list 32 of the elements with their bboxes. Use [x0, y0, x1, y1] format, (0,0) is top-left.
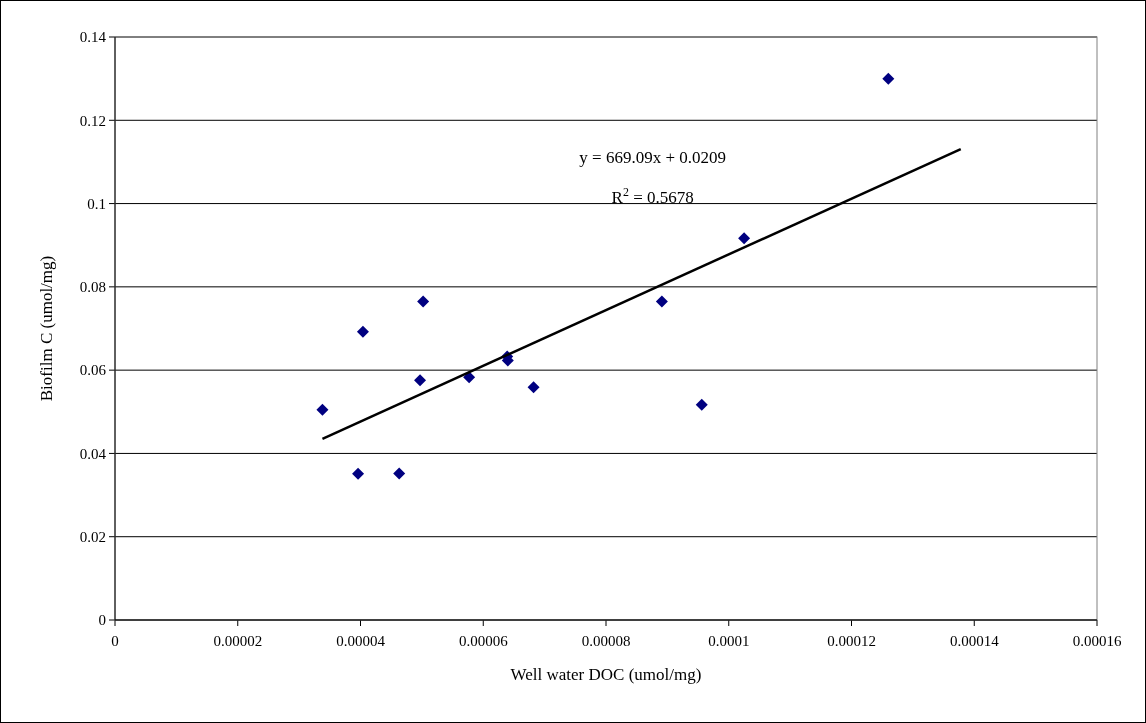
y-tick-label: 0.14 — [79, 29, 107, 46]
x-tick-label: 0.00014 — [949, 633, 1000, 649]
point — [393, 467, 406, 480]
x-tick-label: 0.00008 — [581, 633, 631, 649]
x-tick-label: 0 — [111, 633, 119, 649]
x-tick-label: 0.00006 — [458, 633, 509, 649]
x-axis-title: Well water DOC (umol/mg) — [510, 665, 702, 684]
y-tick-label: 0.06 — [79, 362, 107, 379]
y-tick-label: 0 — [98, 612, 106, 629]
point — [356, 325, 369, 338]
x-tick-label: 0.00004 — [336, 633, 386, 649]
y-tick-label: 0.1 — [87, 195, 106, 212]
point — [527, 381, 540, 394]
point — [414, 374, 427, 387]
x-tick-label: 0.00012 — [827, 633, 876, 649]
annotation: R$^{2}$ = 0.5678 — [611, 185, 694, 208]
point — [695, 398, 708, 411]
point — [316, 403, 329, 416]
point — [738, 232, 751, 245]
y-tick-label: 0.04 — [79, 445, 107, 462]
point — [882, 72, 895, 85]
y-tick-label: 0.08 — [79, 279, 106, 296]
y-tick-label: 0.12 — [79, 112, 106, 129]
point — [417, 295, 430, 308]
y-axis-title: Biofilm C (umol/mg) — [37, 255, 56, 402]
point — [352, 467, 365, 480]
x-tick-label: 0.0001 — [708, 633, 750, 649]
annotation: y = 669.09x + 0.0209 — [579, 148, 727, 168]
y-tick-label: 0.02 — [79, 528, 106, 545]
x-tick-label: 0.00016 — [1072, 633, 1122, 649]
point — [655, 295, 668, 308]
x-tick-label: 0.00002 — [213, 633, 263, 649]
